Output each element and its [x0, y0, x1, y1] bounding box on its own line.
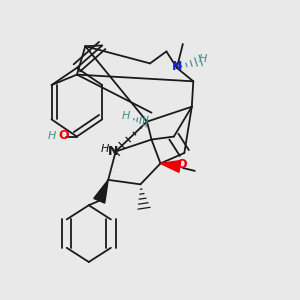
Text: H: H [199, 54, 207, 64]
Text: N: N [108, 145, 119, 158]
Text: O: O [176, 158, 187, 171]
Text: H: H [101, 144, 109, 154]
Polygon shape [94, 180, 108, 203]
Text: H: H [122, 111, 130, 121]
Text: O: O [58, 129, 69, 142]
Text: H: H [48, 131, 56, 141]
Polygon shape [160, 160, 181, 172]
Text: N: N [172, 61, 183, 74]
